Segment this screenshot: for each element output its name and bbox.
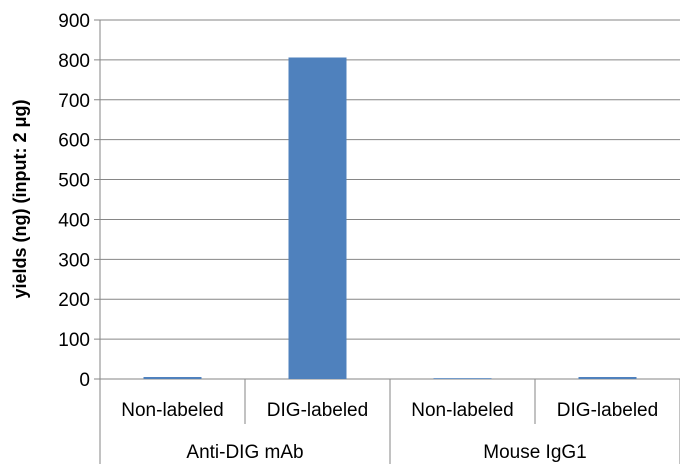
x-group-label: Anti-DIG mAb	[186, 442, 303, 463]
x-category-label: DIG-labeled	[267, 400, 368, 421]
bar	[143, 377, 202, 379]
x-category-label: DIG-labeled	[557, 400, 658, 421]
x-axis: Non-labeled DIG-labeled Non-labeled DIG-lab…	[99, 379, 680, 464]
x-category-label: Non-labeled	[121, 400, 223, 421]
bar	[433, 378, 492, 379]
y-tick-label: 900	[58, 11, 90, 32]
y-tick-label: 400	[58, 210, 90, 231]
y-tick-label: 0	[79, 370, 90, 391]
y-axis-label: yields (ng) (input: 2 μg)	[10, 100, 30, 299]
y-tick-label: 600	[58, 131, 90, 152]
y-tick-label: 300	[58, 250, 90, 271]
y-tick-label: 500	[58, 171, 90, 192]
x-category-label: Non-labeled	[411, 400, 513, 421]
y-axis-tick-labels: 0 100 200 300 400 500 600 700 800 900	[58, 11, 90, 391]
bar	[288, 57, 347, 380]
x-group-label: Mouse IgG1	[483, 442, 587, 463]
bar	[578, 377, 637, 379]
bars	[143, 57, 637, 380]
y-tick-label: 700	[58, 91, 90, 112]
y-tick-label: 800	[58, 51, 90, 72]
gridlines	[94, 19, 680, 380]
y-tick-label: 100	[58, 330, 90, 351]
y-tick-label: 200	[58, 290, 90, 311]
